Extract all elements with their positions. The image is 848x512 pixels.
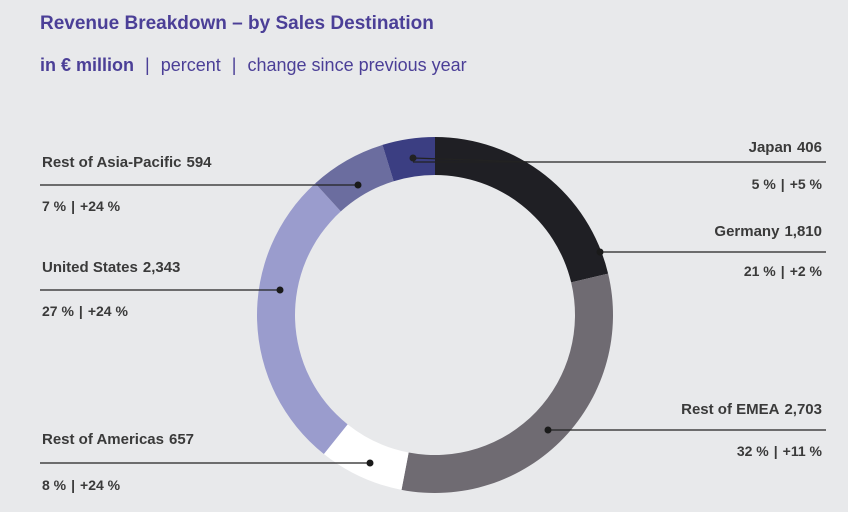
value-label: 657 xyxy=(169,431,194,448)
category-name: Germany xyxy=(714,223,780,240)
category-name: Rest of Asia-Pacific xyxy=(42,154,182,171)
donut-segment xyxy=(323,424,409,490)
value-label: 406 xyxy=(797,139,822,156)
segment-label: Rest of EMEA 2,703 xyxy=(681,401,822,418)
percent: 32 % xyxy=(737,443,769,459)
percent-label: 21 % | +2 % xyxy=(744,263,823,279)
change: +11 % xyxy=(783,443,823,459)
change: +24 % xyxy=(80,477,121,493)
leader-dot xyxy=(366,459,374,467)
separator: | xyxy=(79,303,83,319)
percent: 5 % xyxy=(752,176,777,192)
percent: 8 % xyxy=(42,477,67,493)
change: +2 % xyxy=(790,263,823,279)
separator: | xyxy=(774,443,778,459)
segment-label: United States 2,343 xyxy=(42,259,180,276)
percent-label: 5 % | +5 % xyxy=(752,176,823,192)
percent-label: 8 % | +24 % xyxy=(42,477,121,493)
subtitle-part: in € million xyxy=(40,55,134,75)
change: +24 % xyxy=(88,303,129,319)
percent-label: 32 % | +11 % xyxy=(737,443,823,459)
category-name: Japan xyxy=(749,139,792,156)
value-label: 2,343 xyxy=(143,259,181,276)
subtitle-part: percent xyxy=(161,55,221,75)
leader-dot xyxy=(596,248,604,256)
donut-segment xyxy=(401,273,613,493)
chart-title: Revenue Breakdown – by Sales Destination xyxy=(40,13,434,34)
segment-label: Germany 1,810 xyxy=(714,223,822,240)
separator: | xyxy=(71,477,75,493)
donut-segment xyxy=(382,137,435,182)
percent-label: 7 % | +24 % xyxy=(42,198,121,214)
donut-segment xyxy=(256,183,348,455)
segment-label: Japan 406 xyxy=(749,139,822,156)
category-name: United States xyxy=(42,259,138,276)
leader-dot xyxy=(354,181,362,189)
donut-segment xyxy=(435,137,609,283)
separator: | xyxy=(232,55,237,75)
value-label: 594 xyxy=(187,154,213,171)
separator: | xyxy=(145,55,150,75)
segment-label: Rest of Asia-Pacific 594 xyxy=(42,154,212,171)
percent: 27 % xyxy=(42,303,74,319)
leader-dot xyxy=(544,426,552,434)
chart-subtitle: in € million | percent | change since pr… xyxy=(40,55,467,75)
change: +24 % xyxy=(80,198,121,214)
category-name: Rest of EMEA xyxy=(681,401,780,418)
percent: 21 % xyxy=(744,263,776,279)
percent: 7 % xyxy=(42,198,67,214)
value-label: 1,810 xyxy=(784,223,822,240)
segment-label: Rest of Americas 657 xyxy=(42,431,194,448)
value-label: 2,703 xyxy=(784,401,822,418)
separator: | xyxy=(781,263,785,279)
subtitle-part: change since previous year xyxy=(248,55,467,75)
percent-label: 27 % | +24 % xyxy=(42,303,128,319)
change: +5 % xyxy=(790,176,823,192)
leader-line xyxy=(412,157,531,163)
separator: | xyxy=(71,198,75,214)
leader-dot xyxy=(276,286,284,294)
category-name: Rest of Americas xyxy=(42,431,164,448)
donut-segment xyxy=(315,144,394,212)
separator: | xyxy=(781,176,785,192)
